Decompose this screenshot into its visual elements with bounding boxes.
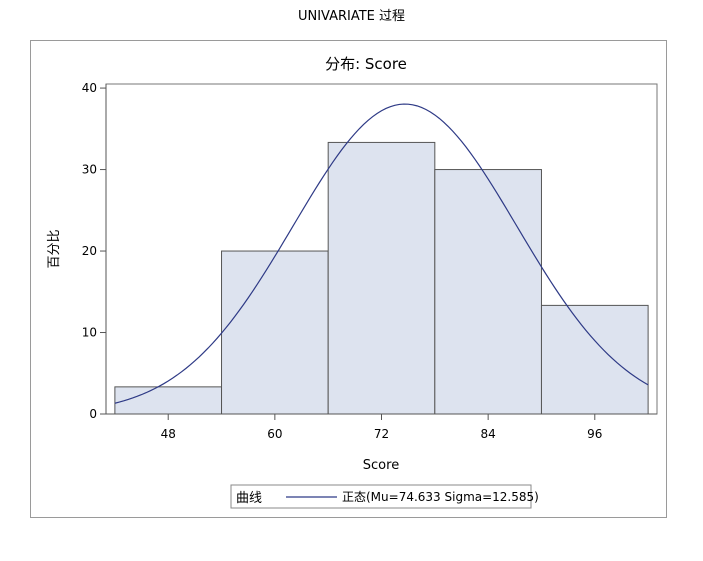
histogram-bar-60 [221, 250, 329, 415]
legend: 曲线 正态(Mu=74.633 Sigma=12.585) [230, 484, 539, 509]
x-axis-label: Score [363, 458, 399, 473]
y-axis: 0 10 20 30 40 [82, 81, 107, 421]
normal-curve [114, 103, 649, 404]
histogram-bar-96 [540, 304, 649, 415]
x-tick-label: 72 [374, 427, 389, 441]
bars-layer [114, 141, 649, 415]
y-tick-label: 40 [82, 81, 97, 95]
x-tick-label: 48 [161, 427, 176, 441]
y-axis-label: 百分比 [47, 229, 62, 268]
x-tick-label: 84 [481, 427, 496, 441]
y-tick-label: 30 [82, 163, 97, 177]
legend-box [230, 484, 532, 509]
x-tick-label: 96 [587, 427, 602, 441]
x-axis: 48 60 72 84 96 [106, 413, 657, 441]
chart-title: 分布: Score [325, 55, 407, 73]
histogram-bar-48 [114, 386, 223, 415]
y-tick-label: 10 [82, 326, 97, 340]
procedure-title: UNIVARIATE 过程 [297, 9, 406, 24]
histogram-bar-72 [327, 141, 436, 415]
y-tick-label: 0 [89, 407, 97, 421]
histogram-bar-84 [434, 169, 542, 415]
x-tick-label: 60 [267, 427, 282, 441]
chart-frame: 分布: Score 0 10 20 30 40 48 60 72 84 96 Score 百分比… [30, 40, 667, 518]
y-tick-label: 20 [82, 244, 97, 258]
legend-entry-label: 正态(Mu=74.633 Sigma=12.585) [342, 490, 539, 504]
legend-title: 曲线 [236, 491, 262, 506]
histogram-chart: 分布: Score 0 10 20 30 40 48 60 72 84 96 Score 百分比… [47, 55, 658, 509]
curve-layer [114, 103, 649, 404]
